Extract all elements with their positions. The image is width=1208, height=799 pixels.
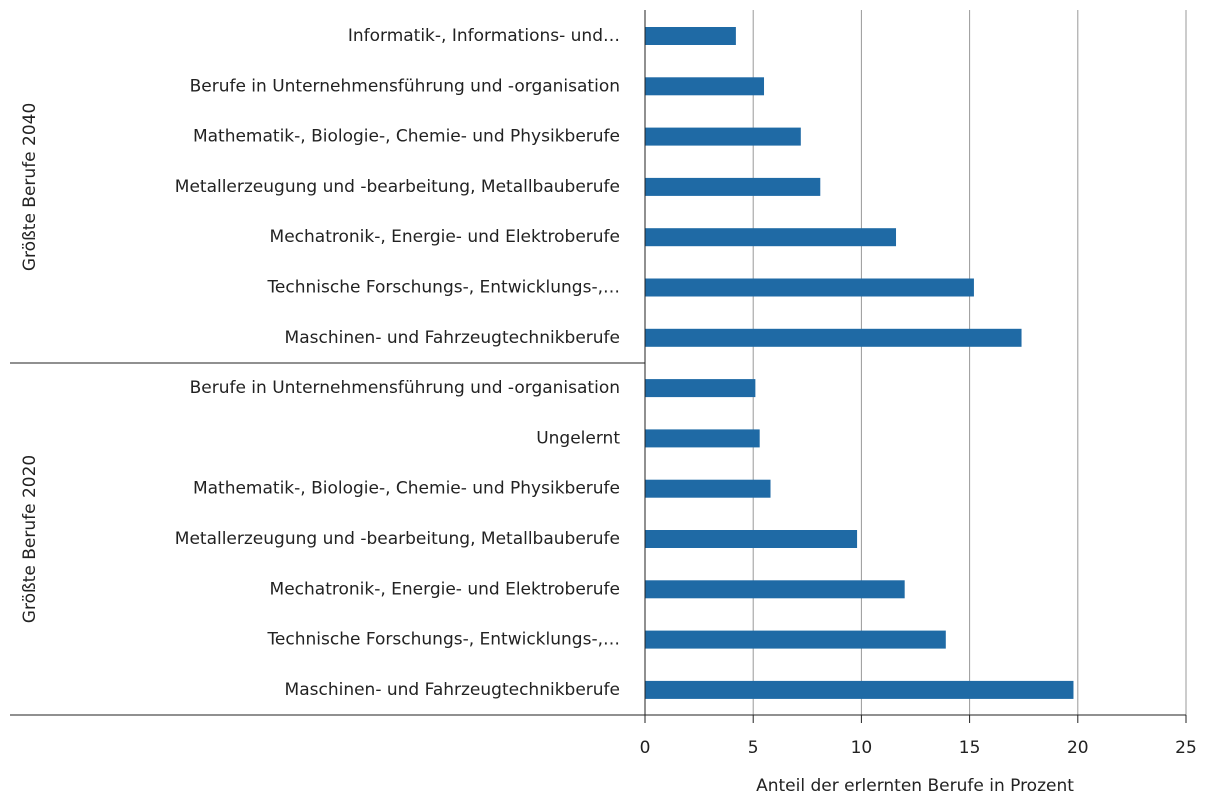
y-tick-label: Maschinen- und Fahrzeugtechnikberufe — [285, 680, 620, 700]
y-tick-label: Ungelernt — [536, 428, 620, 448]
y-tick-label: Maschinen- und Fahrzeugtechnikberufe — [285, 328, 620, 348]
x-tick-label: 0 — [640, 738, 651, 758]
bar — [645, 228, 897, 247]
bar — [645, 379, 756, 398]
bar — [645, 429, 760, 448]
y-tick-label: Mathematik-, Biologie-, Chemie- und Phys… — [193, 127, 620, 147]
group-label: Größte Berufe 2020 — [20, 455, 40, 623]
bar — [645, 479, 771, 498]
bar — [645, 580, 905, 599]
bar — [645, 680, 1074, 699]
x-tick-label: 10 — [851, 738, 873, 758]
x-tick-label: 5 — [748, 738, 759, 758]
y-tick-label: Metallerzeugung und -bearbeitung, Metall… — [175, 177, 620, 197]
y-tick-label: Mechatronik-, Energie- und Elektroberufe — [270, 227, 620, 247]
y-tick-label: Metallerzeugung und -bearbeitung, Metall… — [175, 529, 620, 549]
bar — [645, 630, 946, 649]
y-tick-label: Technische Forschungs-, Entwicklungs-,… — [266, 630, 620, 650]
x-tick-label: 25 — [1175, 738, 1197, 758]
y-tick-label: Technische Forschungs-, Entwicklungs-,… — [266, 278, 620, 298]
bar — [645, 328, 1022, 347]
group-label: Größte Berufe 2040 — [20, 103, 40, 271]
y-tick-label: Informatik-, Informations- und… — [348, 26, 620, 46]
y-tick-label: Mechatronik-, Energie- und Elektroberufe — [270, 579, 620, 599]
y-tick-label: Berufe in Unternehmensführung und -organ… — [190, 76, 620, 96]
y-tick-label: Berufe in Unternehmensführung und -organ… — [190, 378, 620, 398]
bar — [645, 127, 801, 146]
bar — [645, 530, 858, 548]
y-tick-label: Mathematik-, Biologie-, Chemie- und Phys… — [193, 479, 620, 499]
x-axis-label: Anteil der erlernten Berufe in Prozent — [756, 776, 1074, 796]
x-tick-label: 15 — [959, 738, 981, 758]
bar — [645, 27, 736, 45]
bar — [645, 278, 974, 297]
x-tick-label: 20 — [1067, 738, 1089, 758]
bar — [645, 177, 821, 196]
bar — [645, 77, 765, 96]
